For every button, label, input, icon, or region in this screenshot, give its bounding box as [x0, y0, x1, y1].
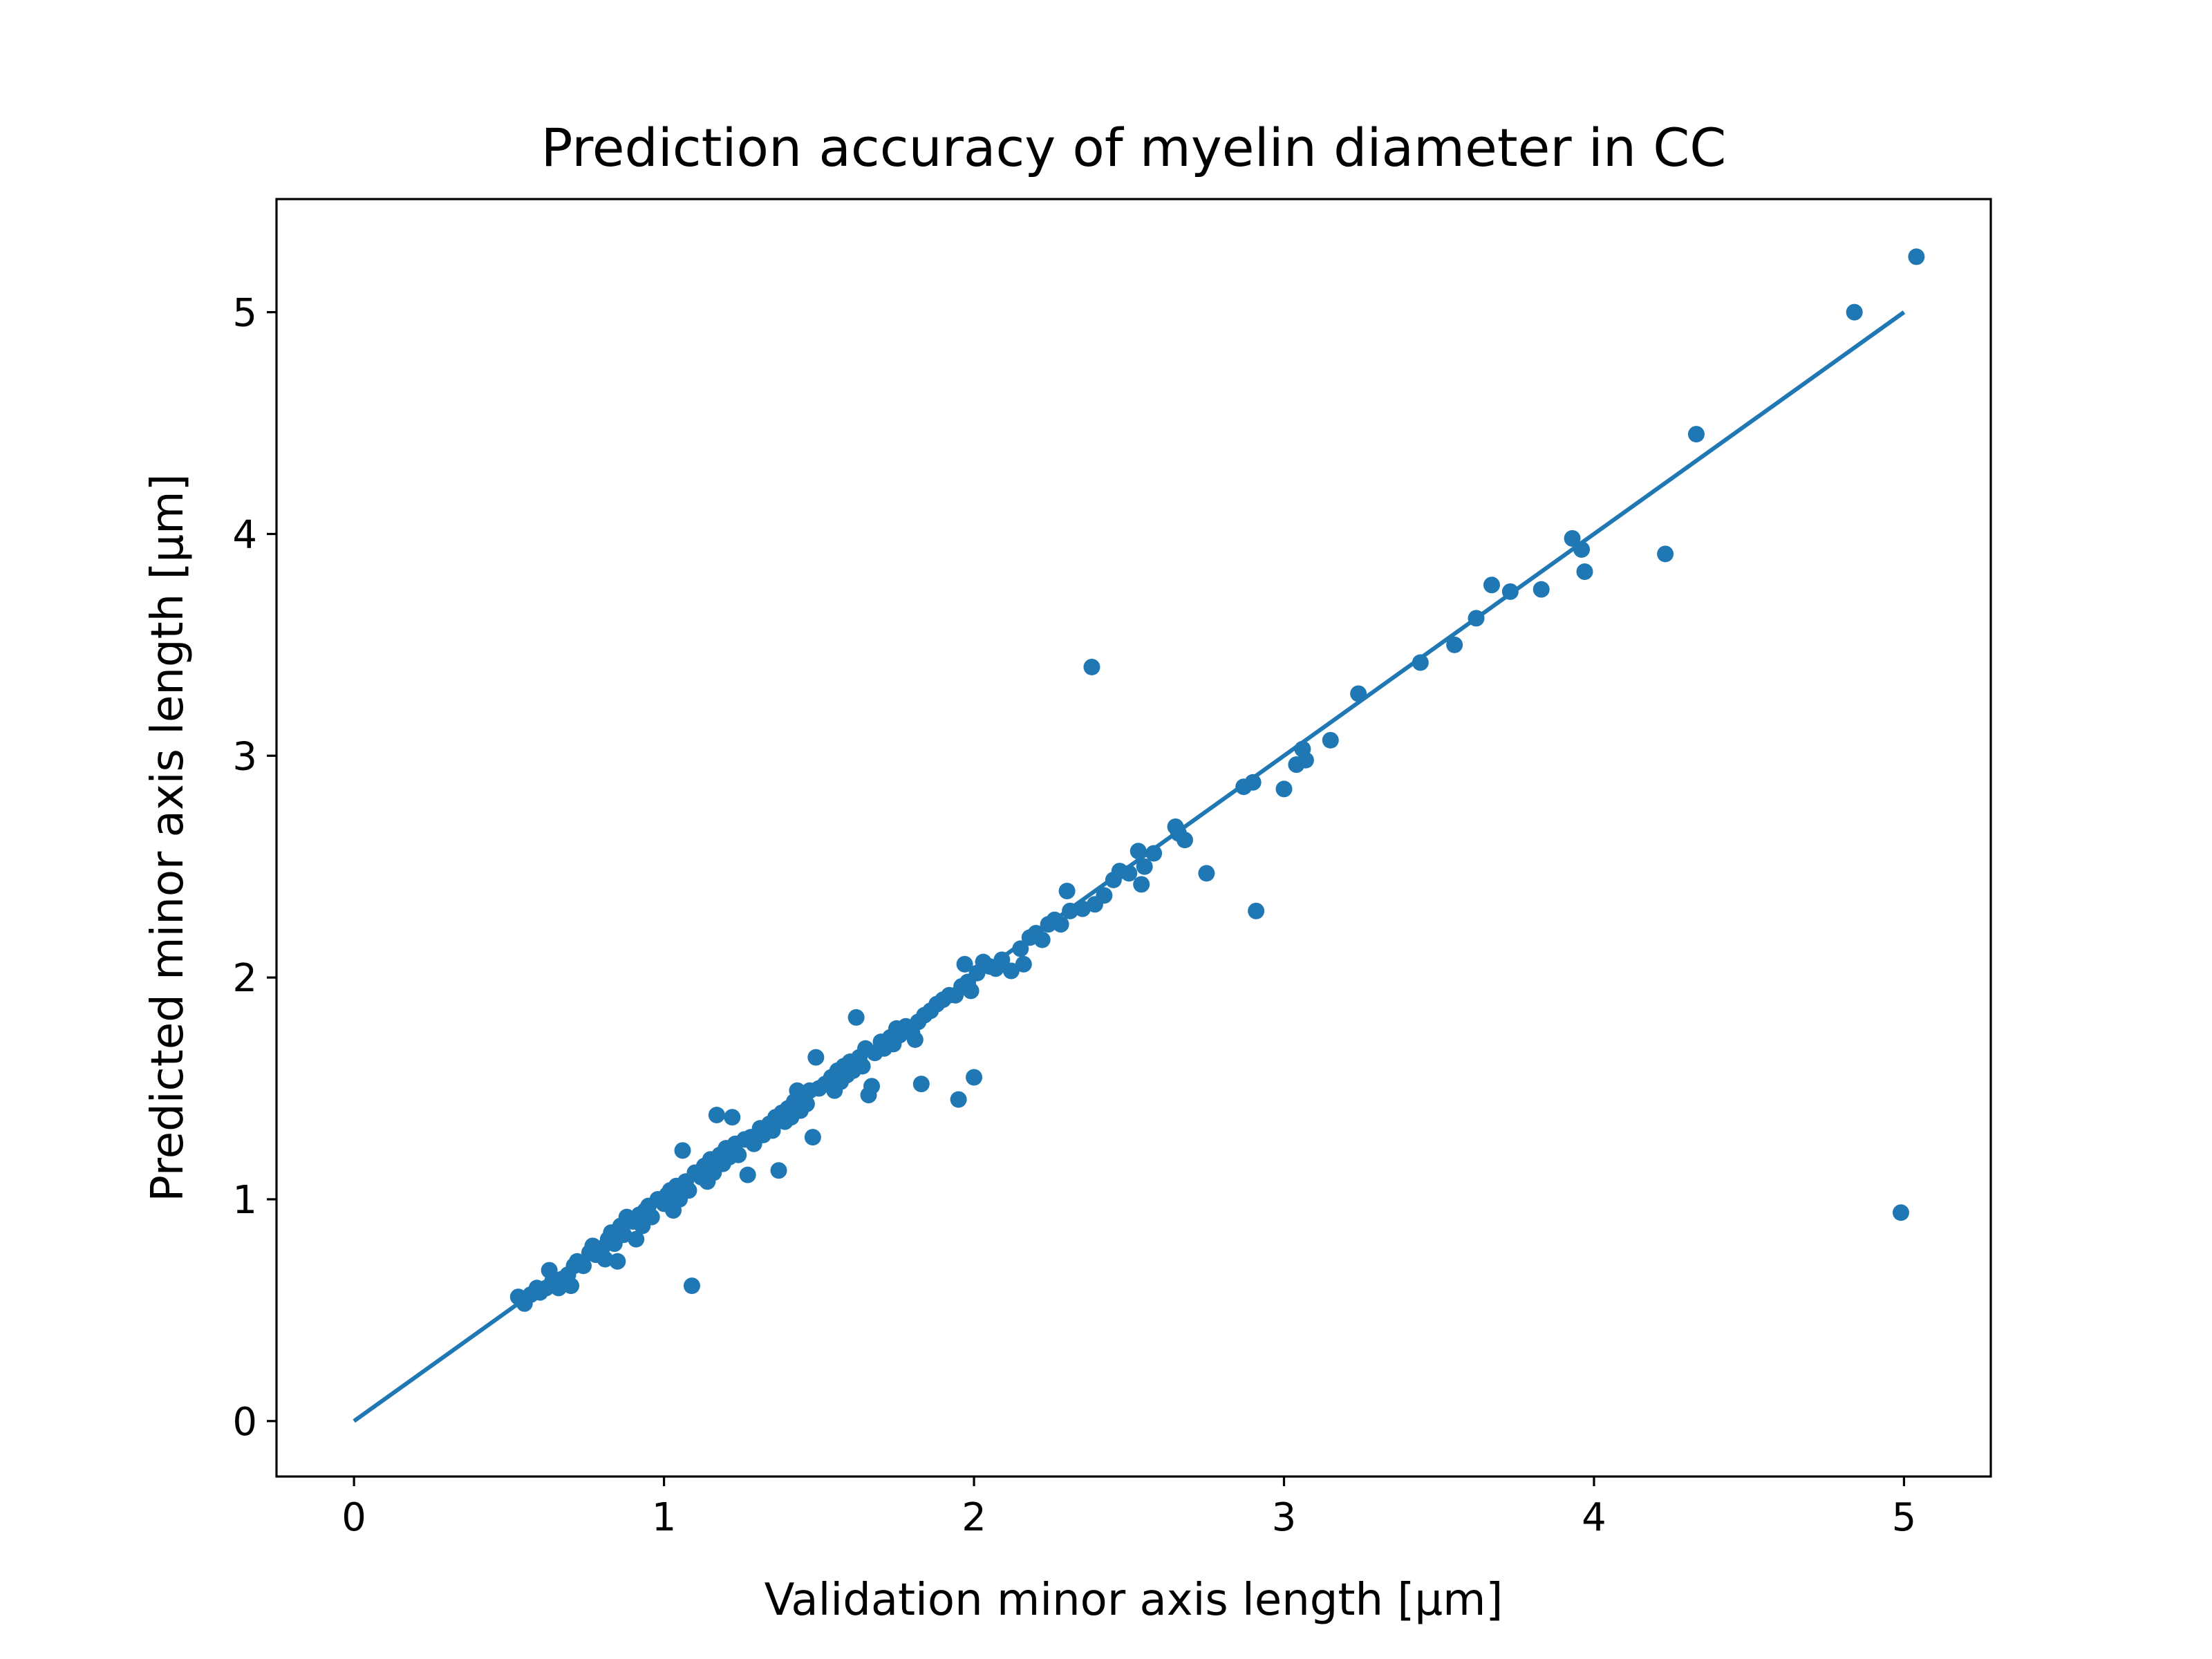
scatter-point	[807, 1049, 825, 1066]
y-tick-label: 2	[232, 956, 257, 1001]
scatter-point	[1322, 731, 1339, 749]
scatter-point	[1657, 545, 1674, 563]
scatter-point	[609, 1253, 626, 1270]
x-tick-label: 0	[341, 1495, 366, 1540]
scatter-point	[628, 1230, 645, 1248]
scatter-point	[739, 1166, 756, 1183]
x-axis-label: Validation minor axis length [µm]	[765, 1575, 1503, 1626]
scatter-point	[1062, 902, 1079, 919]
scatter-point	[1096, 887, 1113, 904]
scatter-point	[1015, 955, 1032, 973]
scatter-point	[770, 1162, 787, 1179]
scatter-point	[912, 1076, 930, 1093]
scatter-point	[724, 1109, 741, 1126]
scatter-point	[574, 1257, 592, 1275]
scatter-point	[674, 1142, 691, 1159]
scatter-point	[1136, 858, 1153, 875]
scatter-point	[1297, 751, 1314, 769]
scatter-point	[683, 1277, 700, 1295]
scatter-point	[1052, 916, 1069, 933]
scatter-point	[956, 955, 973, 973]
scatter-point	[1687, 426, 1705, 443]
scatter-point	[1248, 902, 1265, 919]
scatter-point	[1846, 303, 1863, 321]
y-tick-label: 5	[232, 291, 257, 336]
scatter-point	[1058, 883, 1076, 899]
scatter-point	[1468, 610, 1485, 627]
scatter-point	[962, 982, 980, 1000]
y-axis-label: Predicted minor axis length [µm]	[142, 474, 194, 1201]
scatter-point	[1350, 685, 1367, 702]
scatter-point	[1033, 931, 1051, 948]
scatter-point	[563, 1277, 580, 1295]
scatter-point	[1121, 865, 1138, 882]
data-layer	[353, 248, 1925, 1423]
scatter-point	[863, 1078, 881, 1095]
scatter-point	[730, 1146, 747, 1163]
scatter-point	[966, 1069, 983, 1086]
scatter-point	[1564, 529, 1581, 547]
scatter-point	[1275, 780, 1293, 798]
scatter-point	[708, 1107, 725, 1124]
scatter-point	[643, 1208, 660, 1226]
plot-background	[276, 199, 1991, 1477]
scatter-point	[798, 1096, 815, 1112]
scatter-point	[764, 1122, 781, 1139]
y-tick-label: 3	[232, 734, 257, 779]
scatter-point	[1002, 962, 1020, 980]
scatter-point	[597, 1250, 614, 1268]
scatter-point	[1533, 581, 1550, 598]
scatter-point	[1908, 248, 1925, 265]
y-tick-label: 4	[232, 512, 257, 557]
chart-title: Prediction accuracy of myelin diameter i…	[541, 117, 1727, 178]
x-tick-label: 3	[1272, 1495, 1297, 1540]
scatter-point	[1446, 636, 1463, 653]
scatter-point	[1501, 583, 1519, 600]
plot-frame	[275, 198, 1992, 1478]
scatter-point	[847, 1009, 865, 1026]
x-tick-label: 1	[652, 1495, 677, 1540]
y-axis: 0 1 2 3 4 5	[232, 291, 276, 1445]
scatter-point	[854, 1058, 871, 1075]
scatter-point	[804, 1129, 821, 1146]
y-tick-label: 0	[232, 1400, 257, 1445]
scatter-point	[1130, 843, 1147, 860]
scatter-point	[1412, 654, 1429, 671]
scatter-point	[1083, 658, 1100, 675]
scatter-point	[1198, 865, 1215, 882]
scatter-point	[1892, 1204, 1909, 1221]
scatter-point	[1133, 876, 1150, 893]
x-axis: 0 1 2 3 4 5	[341, 1477, 1916, 1540]
scatter-point	[906, 1031, 924, 1048]
scatter-point	[950, 1091, 967, 1108]
scatter-point	[1145, 845, 1163, 862]
x-tick-label: 5	[1892, 1495, 1917, 1540]
scatter-point	[1483, 577, 1500, 594]
scatter-point	[1573, 541, 1591, 558]
x-tick-label: 4	[1582, 1495, 1606, 1540]
y-tick-label: 1	[232, 1178, 257, 1223]
scatter-point	[1176, 832, 1193, 849]
scatter-point	[993, 951, 1011, 968]
x-tick-label: 2	[962, 1495, 986, 1540]
scatter-point	[1576, 563, 1593, 580]
scatter-point	[680, 1182, 697, 1199]
scatter-point	[1012, 940, 1029, 957]
scatter-point	[1244, 774, 1262, 791]
